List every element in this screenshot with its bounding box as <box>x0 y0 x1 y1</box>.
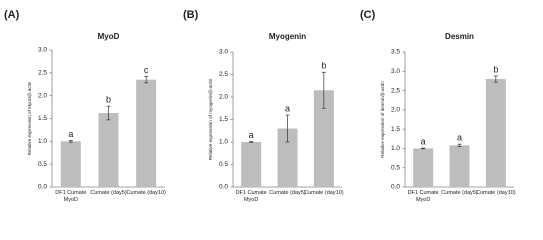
error-bar <box>285 114 290 143</box>
x-tick-label: Cumate (day10) <box>126 190 166 196</box>
bar <box>241 142 262 187</box>
error-bar <box>68 140 73 143</box>
error-bar <box>106 105 111 121</box>
y-tick-label: 0.0 <box>38 184 47 191</box>
x-tick-label: Cumate (day5) <box>269 190 306 196</box>
y-tick-label: 2.5 <box>38 70 47 77</box>
bar <box>98 113 119 187</box>
x-tick-label: DF1 Cumate MyoD <box>55 190 87 203</box>
y-tick-label: 1.0 <box>38 138 47 145</box>
y-tick-label: 2.0 <box>219 94 228 101</box>
bar <box>277 128 298 187</box>
y-tick-label: 1.5 <box>38 115 47 122</box>
y-tick-label: 2.5 <box>219 71 228 78</box>
significance-letter: c <box>144 65 149 75</box>
panel-label: (A) <box>4 9 20 21</box>
x-tick-label-box: Cumate (day5) <box>441 190 478 196</box>
x-tick-label: Cumate (day5) <box>441 190 478 196</box>
y-tick-label: 0.5 <box>391 164 400 171</box>
x-tick-label-box: DF1 Cumate MyoD <box>55 190 87 203</box>
significance-letter: b <box>493 64 498 74</box>
bar <box>313 90 334 187</box>
error-bar <box>493 75 498 83</box>
bar <box>60 141 81 187</box>
error-bar <box>321 71 326 109</box>
x-tick-label: Cumate (day10) <box>304 190 344 196</box>
error-bar <box>457 143 462 147</box>
y-tick-label: 2.0 <box>391 107 400 114</box>
x-tick-label-box: DF1 Cumate MyoD <box>235 190 267 203</box>
x-tick-label: Cumate (day5) <box>90 190 127 196</box>
x-tick-label-box: Cumate (day10) <box>476 190 516 196</box>
x-tick-label-box: Cumate (day5) <box>269 190 306 196</box>
y-axis-label: Relative expression of myogenin/β-actin <box>208 78 213 160</box>
y-tick-label: 3.0 <box>38 47 47 54</box>
y-axis-label: Relative expression of desmin/β-actin <box>380 81 385 158</box>
chart-title: MyoD <box>98 32 120 41</box>
significance-letter: a <box>457 133 462 143</box>
y-axis-label: Relative expression of MyoD/β-actin <box>27 81 32 155</box>
bar <box>413 148 434 187</box>
x-tick-label-box: Cumate (day5) <box>90 190 127 196</box>
significance-letter: a <box>249 130 254 140</box>
significance-letter: b <box>106 95 111 105</box>
figure: (A) MyoD Relative expression of MyoD/β-act… <box>4 9 516 203</box>
y-tick-label: 3.0 <box>219 49 228 56</box>
x-tick-label: DF1 Cumate MyoD <box>407 190 439 203</box>
y-tick-label: 1.0 <box>219 139 228 146</box>
y-tick-label: 3.0 <box>391 68 400 75</box>
y-tick-label: 0.0 <box>391 184 400 191</box>
y-tick-label: 0.5 <box>38 161 47 168</box>
x-tick-label: Cumate (day10) <box>476 190 516 196</box>
x-tick-label-box: Cumate (day10) <box>126 190 166 196</box>
bar <box>136 79 157 187</box>
error-bar <box>249 141 254 143</box>
significance-letter: a <box>285 103 290 113</box>
y-tick-label: 2.0 <box>38 92 47 99</box>
chart-title: Desmin <box>445 32 474 41</box>
page: (A) MyoD Relative expression of MyoD/β-act… <box>4 8 516 203</box>
x-tick-label-box: DF1 Cumate MyoD <box>407 190 439 203</box>
y-tick-label: 1.0 <box>391 145 400 152</box>
significance-letter: a <box>68 129 73 139</box>
error-bar <box>144 76 149 84</box>
bar <box>449 145 470 187</box>
y-tick-label: 3.5 <box>391 49 400 56</box>
bar <box>485 79 506 187</box>
significance-letter: a <box>421 136 426 146</box>
y-tick-label: 0.5 <box>219 161 228 168</box>
y-tick-label: 0.0 <box>219 184 228 191</box>
x-tick-label: DF1 Cumate MyoD <box>235 190 267 203</box>
panel-label: (C) <box>360 9 376 21</box>
y-tick-label: 1.5 <box>391 126 400 133</box>
y-tick-label: 2.5 <box>391 87 400 94</box>
x-tick-label-box: Cumate (day10) <box>304 190 344 196</box>
error-bar <box>421 147 426 150</box>
significance-letter: b <box>321 61 326 71</box>
y-tick-label: 1.5 <box>219 116 228 123</box>
panel-label: (B) <box>183 9 199 21</box>
chart-title: Myogenin <box>269 32 306 41</box>
